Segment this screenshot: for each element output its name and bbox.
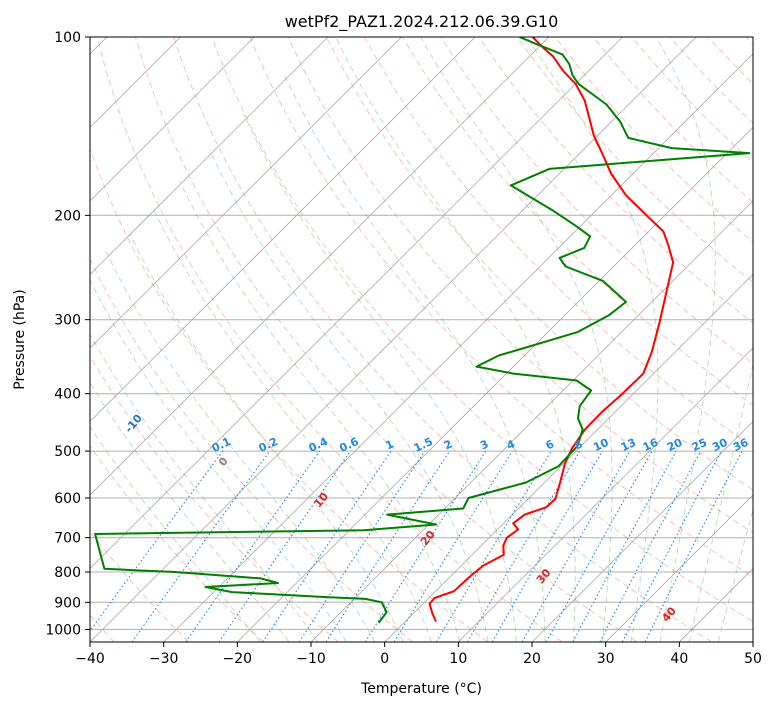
moist-adiabat-line	[90, 425, 261, 642]
moist-adiabat-line	[152, 208, 432, 642]
isotherm-line	[384, 273, 753, 642]
mixing-ratio-line	[545, 450, 653, 642]
x-tick-label: 30	[597, 651, 615, 667]
dry-adiabat-line	[90, 355, 339, 642]
x-tick-label: 20	[523, 651, 541, 667]
moist-adiabat-line	[208, 149, 489, 642]
isotherm-line	[237, 126, 753, 642]
dry-adiabat-line	[90, 445, 264, 642]
isotherm-line	[90, 37, 623, 570]
temperature-profile-line	[428, 37, 675, 623]
dry-adiabat-line	[249, 37, 753, 578]
mixing-ratio-line	[131, 450, 271, 642]
x-tick-label: −20	[223, 651, 253, 667]
y-axis-label: Pressure (hPa)	[12, 289, 28, 389]
isotherm-line	[90, 37, 550, 496]
dry-adiabat-line	[90, 258, 414, 642]
moist-adiabat-line	[688, 362, 753, 642]
isotherm-line	[605, 494, 753, 642]
moist-adiabat-line	[420, 37, 613, 642]
mixing-ratio-label: 36	[731, 436, 751, 454]
x-tick-label: 0	[380, 651, 389, 667]
dry-adiabat-line	[516, 37, 753, 283]
dry-adiabat-line	[173, 37, 712, 642]
moist-adiabat-line	[526, 37, 659, 642]
moist-adiabat-line	[717, 508, 753, 642]
moist-adiabat-line	[129, 233, 404, 642]
mixing-ratio-label: 25	[690, 436, 709, 454]
moist-adiabat-line	[105, 251, 376, 642]
mixing-ratio-line	[521, 450, 631, 642]
isotherm-line	[531, 420, 753, 642]
dry-adiabat-line	[287, 37, 753, 534]
y-tick-label: 1000	[45, 622, 81, 638]
mixing-ratio-label: 16	[641, 436, 661, 454]
x-tick-label: −40	[75, 651, 105, 667]
y-tick-label: 300	[54, 313, 81, 329]
mixing-ratio-label: 10	[591, 436, 611, 454]
dry-adiabat-line	[96, 37, 563, 642]
plot-frame	[89, 36, 754, 643]
mixing-ratio-line	[644, 450, 743, 642]
x-axis-label: Temperature (°C)	[360, 681, 482, 697]
y-tick-label: 800	[54, 565, 81, 581]
mixing-ratio-line	[185, 450, 321, 642]
data-series	[94, 37, 751, 624]
mixing-ratio-line	[218, 450, 351, 642]
moist-adiabat-line	[90, 333, 319, 642]
y-tick-label: 200	[54, 208, 81, 224]
x-tick-label: −30	[149, 651, 179, 667]
mixing-ratio-line	[325, 450, 451, 642]
mixing-ratio-label: 30	[710, 436, 730, 454]
plot-background	[90, 37, 753, 642]
chart-title: wetPf2_PAZ1.2024.212.06.39.G10	[285, 12, 559, 32]
x-tick-label: 50	[744, 651, 762, 667]
isotherm-line	[90, 37, 255, 202]
dry-adiabat-line	[134, 37, 638, 642]
moist-adiabat-line	[90, 278, 347, 642]
y-tick-label: 600	[54, 491, 81, 507]
isotherm-line	[90, 37, 476, 423]
isotherm-line	[163, 53, 753, 642]
mixing-ratio-label: 20	[665, 436, 685, 454]
x-tick-label: 40	[670, 651, 688, 667]
mixing-ratio-line	[90, 450, 224, 632]
isotherm-line	[90, 37, 402, 349]
x-tick-label: −10	[296, 651, 326, 667]
dry-adiabat-line	[325, 37, 753, 491]
mixing-ratio-line	[364, 450, 487, 642]
isotherm-line	[458, 347, 753, 642]
moist-adiabat-line	[90, 381, 290, 642]
y-tick-label: 100	[54, 30, 81, 46]
y-tick-label: 500	[54, 444, 81, 460]
mixing-ratio-line	[572, 450, 677, 642]
moist-adiabat-line	[655, 37, 716, 642]
mixing-ratio-line	[262, 450, 392, 642]
y-tick-label: 400	[54, 387, 81, 403]
moist-adiabat-line	[335, 37, 576, 642]
moist-adiabat-line	[179, 180, 461, 642]
mixing-ratio-label: 13	[619, 436, 638, 454]
isotherm-line	[90, 37, 329, 275]
mixing-ratio-line	[298, 450, 426, 642]
isotherm-line	[752, 641, 753, 642]
x-tick-label: 10	[449, 651, 467, 667]
y-tick-label: 700	[54, 531, 81, 547]
axis-ticks: −40 −30 −20 −10 0 10 20 30 40 50 100 200 300 400 500 60…	[45, 30, 762, 667]
y-tick-label: 900	[54, 595, 81, 611]
dewpoint-profile-line	[94, 37, 751, 624]
dry-adiabat-line	[211, 37, 753, 623]
